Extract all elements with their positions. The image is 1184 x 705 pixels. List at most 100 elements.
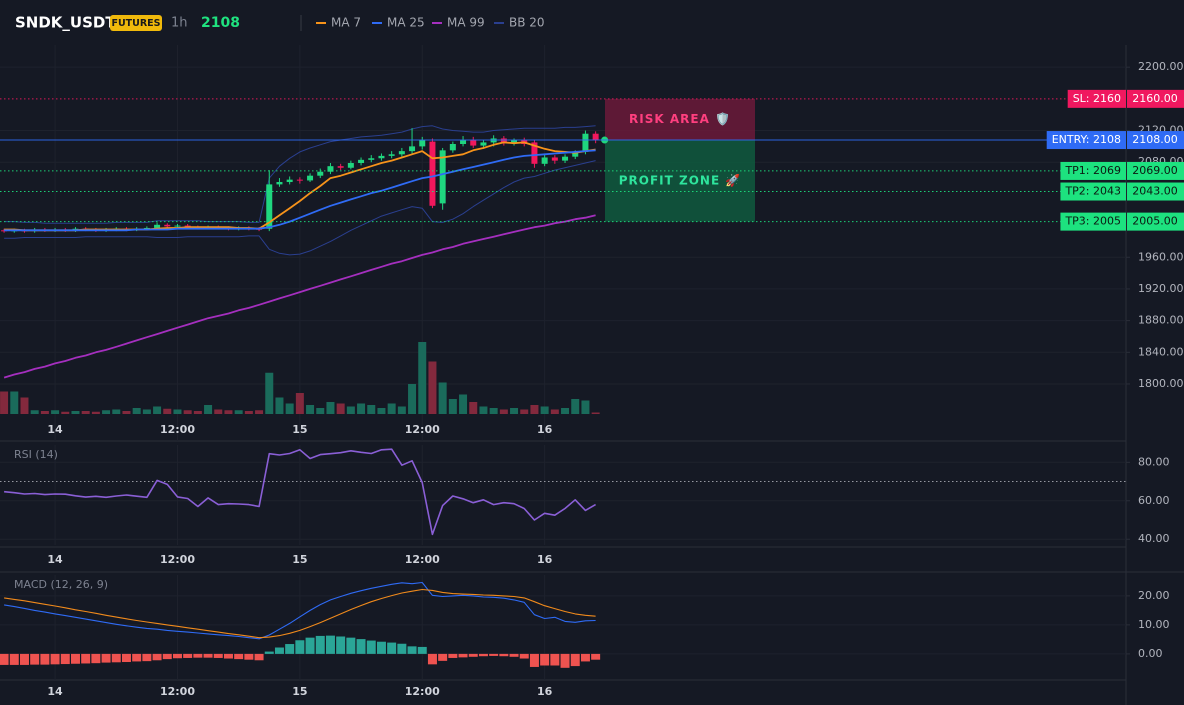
candle-body	[296, 179, 303, 181]
candle-body	[500, 138, 507, 144]
x-tick-label: 12:00	[405, 423, 440, 436]
x-tick-label: 15	[292, 685, 307, 698]
histogram-bar	[570, 653, 580, 667]
legend-label[interactable]: MA 7	[331, 16, 361, 30]
y-tick-label: 0.00	[1138, 647, 1163, 660]
zone-label: RISK AREA 🛡️	[629, 112, 731, 126]
volume-bar	[408, 384, 417, 414]
volume-bar	[224, 410, 233, 414]
level-value-bg	[1127, 161, 1184, 180]
volume-bar	[377, 408, 386, 414]
x-tick-label: 16	[537, 423, 553, 436]
volume-bar	[122, 411, 131, 414]
histogram-bar	[50, 653, 60, 665]
histogram-bar	[172, 653, 182, 659]
candle-body	[358, 159, 365, 164]
moving-average	[3, 214, 596, 379]
badge: FUTURES	[111, 18, 160, 29]
histogram-bar	[101, 653, 111, 663]
symbol[interactable]: SNDK_USDT	[15, 14, 116, 32]
level-name-bg	[1060, 182, 1126, 201]
volume-bar	[10, 391, 19, 414]
volume-bar	[571, 399, 580, 414]
histogram-bar	[264, 651, 274, 654]
level-value: 2069.00	[1132, 164, 1178, 177]
volume-bar	[142, 409, 151, 414]
histogram-bar	[274, 647, 284, 654]
histogram-bar	[468, 653, 478, 657]
y-tick-label: 60.00	[1138, 494, 1170, 507]
volume-bar	[173, 409, 182, 414]
volume-bar	[265, 372, 274, 414]
candle-body	[368, 158, 375, 160]
x-tick-label: 12:00	[405, 685, 440, 698]
histogram-bar	[142, 653, 152, 662]
candle-body	[429, 141, 436, 206]
level-name-bg	[1060, 212, 1126, 231]
candle-body	[276, 182, 283, 185]
volume-bar	[285, 403, 294, 414]
zone	[605, 98, 755, 141]
volume-bar	[550, 409, 559, 414]
level-value: 2108.00	[1132, 133, 1178, 146]
volume-bar	[183, 410, 192, 414]
histogram-bar	[254, 653, 264, 661]
volume-bar	[469, 402, 478, 414]
candle-body	[551, 157, 558, 161]
histogram-bar	[234, 653, 244, 660]
histogram-bar	[81, 653, 91, 664]
volume-bar	[102, 410, 111, 414]
histogram-bar	[519, 653, 529, 659]
histogram-bar	[448, 653, 458, 658]
histogram-bar	[478, 653, 488, 657]
histogram-bar	[244, 653, 254, 660]
level-name: TP1: 2069	[1064, 164, 1121, 177]
y-tick-label: 40.00	[1138, 532, 1170, 545]
x-tick-label: 15	[292, 423, 307, 436]
legend-label[interactable]: BB 20	[509, 16, 545, 30]
candle-body	[511, 140, 518, 144]
legend-label[interactable]: MA 25	[387, 16, 425, 30]
x-tick-label: 12:00	[405, 553, 440, 566]
histogram-bar	[560, 653, 570, 668]
candle-body	[541, 157, 548, 164]
volume-bar	[520, 409, 529, 414]
x-tick-label: 12:00	[160, 685, 195, 698]
overlay-layer: RISK AREA 🛡️ PROFIT ZONE 🚀 SL: 2160 2160.00…	[0, 89, 1184, 591]
volume-bar	[581, 400, 590, 414]
volume-bar	[244, 411, 253, 414]
histogram-bar	[9, 653, 19, 665]
volume-bar	[346, 406, 355, 414]
candle-body	[266, 184, 273, 229]
histogram-bar	[162, 653, 172, 660]
y-tick-label: 1880.00	[1138, 314, 1184, 327]
histogram-bar	[346, 637, 356, 654]
x-tick-label: 16	[537, 553, 553, 566]
histogram-bar	[132, 653, 142, 662]
interval[interactable]: 1h	[171, 16, 188, 31]
volume-bar	[561, 408, 570, 414]
volume-bar	[71, 411, 80, 414]
volume-bar	[163, 408, 172, 414]
volume-bar	[438, 382, 447, 414]
volume-bar	[357, 403, 366, 414]
candle-body	[409, 146, 416, 152]
volume-bar	[459, 394, 468, 414]
level-value: 2160.00	[1132, 92, 1178, 105]
volume-bar	[295, 393, 304, 414]
level-name: TP2: 2043	[1064, 185, 1121, 198]
volume-bar	[326, 402, 335, 414]
marks-layer	[0, 125, 601, 668]
candle-body	[562, 156, 569, 161]
legend-label[interactable]: MA 99	[447, 16, 485, 30]
histogram-bar	[550, 653, 560, 666]
histogram-bar	[19, 653, 29, 665]
y-tick-label: 2200.00	[1138, 60, 1184, 73]
x-tick-label: 15	[292, 553, 307, 566]
level-value-bg	[1127, 182, 1184, 201]
volume-bar	[81, 411, 90, 414]
badge-bg	[110, 15, 162, 31]
level-value: 2005.00	[1132, 215, 1178, 228]
volume-bar	[214, 409, 223, 414]
x-tick-label: 14	[47, 553, 63, 566]
